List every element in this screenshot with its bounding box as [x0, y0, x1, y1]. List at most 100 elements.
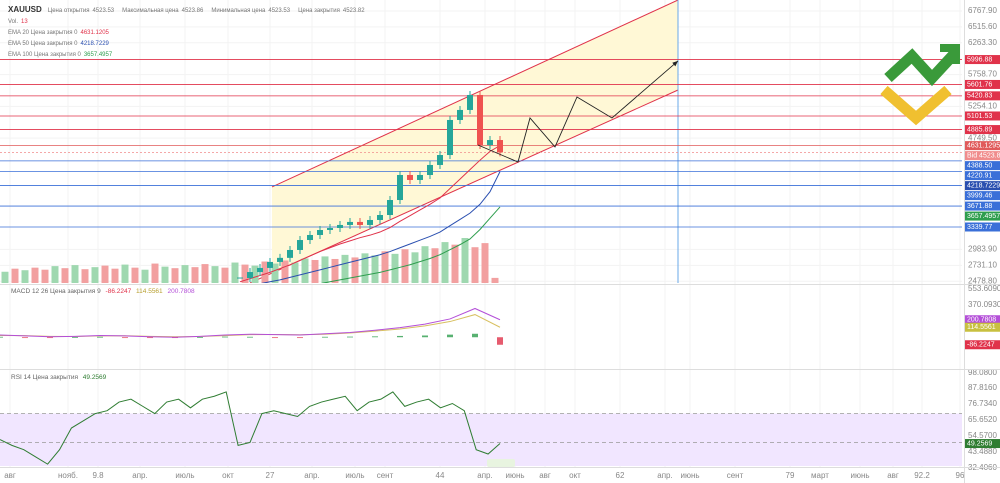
y-tick-label: 553.6090 — [968, 284, 1000, 293]
rsi-value-bg — [965, 439, 1000, 449]
y-tick-label: 6767.90 — [968, 6, 997, 15]
level-label: 3999.46 — [967, 192, 992, 199]
candle-body — [287, 249, 293, 258]
legend-row: EMA 50 Цена закрытия 0 4218.7229 — [8, 39, 373, 50]
volume-bar — [31, 267, 39, 283]
macd-line-value: 200.7808 — [167, 288, 195, 295]
ema-line — [260, 171, 501, 283]
volume-bar — [41, 269, 49, 283]
volume-bar — [441, 242, 449, 283]
volume-bar — [21, 270, 29, 283]
level-label-bg — [965, 55, 1000, 65]
level-label-bg — [965, 201, 1000, 211]
macd-value-label: -86.2247 — [967, 342, 995, 349]
candle-body — [307, 234, 313, 241]
macd-signal-value: 114.5561 — [136, 288, 163, 295]
field-value: 4523.53 — [268, 8, 291, 14]
x-tick-label: июль — [175, 471, 194, 480]
small-logo — [487, 459, 515, 467]
x-tick-label: июнь — [850, 471, 869, 480]
x-tick-label: 96 — [956, 471, 965, 480]
macd-histogram-bar — [247, 336, 253, 338]
volume-bar — [151, 263, 159, 283]
volume-bar — [411, 252, 419, 283]
rsi-value-label: 49.2569 — [967, 440, 992, 447]
volume-bar — [471, 247, 479, 283]
legend-row: Vol. 13 — [8, 17, 373, 28]
candle-body — [317, 230, 323, 235]
y-tick-label: 6515.60 — [968, 22, 997, 31]
volume-bar — [191, 267, 199, 283]
level-label-bg — [965, 79, 1000, 89]
candle-body — [247, 272, 253, 279]
volume-bar — [161, 266, 169, 283]
volume-bar — [351, 257, 359, 283]
candle-body — [257, 267, 263, 273]
y-tick-label: 65.6520 — [968, 415, 997, 424]
volume-bar — [461, 238, 469, 283]
volume-bar — [171, 268, 179, 283]
candle-body — [487, 140, 493, 145]
volume-bar — [81, 269, 89, 283]
candle-body — [457, 109, 463, 120]
macd-histogram-bar — [272, 337, 278, 339]
macd-hist-value: -86.2247 — [105, 288, 132, 295]
y-tick-label: 370.0930 — [968, 300, 1000, 309]
volume-bar — [101, 265, 109, 283]
candle-body — [427, 164, 433, 175]
level-label: 3657.4957 — [967, 213, 1000, 220]
volume-bar — [91, 267, 99, 283]
ema-name: EMA 20 Цена закрытия 0 — [8, 30, 78, 36]
level-label: 4631.1295 — [967, 142, 1000, 149]
macd-histogram-bar — [472, 333, 478, 338]
projection-path — [477, 60, 679, 163]
x-tick-label: сент — [727, 471, 744, 480]
volume-bar — [371, 255, 379, 283]
ema-name: EMA 50 Цена закрытия 0 — [8, 41, 78, 47]
legend: XAUUSD Цена открытия 4523.53 Максимальная ц… — [8, 4, 373, 61]
volume-bar — [211, 266, 219, 283]
rsi-title-text: RSI 14 Цена закрытия — [11, 374, 78, 381]
x-tick-label: 44 — [436, 471, 445, 480]
volume-bar — [281, 260, 289, 283]
level-label-bg — [965, 171, 1000, 181]
volume-bar — [321, 256, 329, 283]
y-tick-label: 2478.80 — [968, 276, 997, 285]
level-label-bg — [965, 211, 1000, 221]
level-label-bg — [965, 222, 1000, 232]
candle-body — [387, 200, 393, 216]
macd-value-label: 114.5561 — [967, 324, 996, 331]
x-tick-label: апр. — [304, 471, 319, 480]
macd-signal — [0, 314, 501, 338]
level-label: Bid 4523.82 — [967, 152, 1000, 159]
rsi-title: RSI 14 Цена закрытия 49.2569 — [8, 374, 106, 381]
x-tick-label: авг — [539, 471, 551, 480]
x-tick-label: нояб. — [58, 471, 78, 480]
field-value: 4523.86 — [181, 8, 204, 14]
ema-value: 3657.4957 — [83, 52, 113, 58]
macd-histogram-bar — [447, 334, 453, 338]
macd-histogram-bar — [197, 337, 203, 338]
volume-bar — [111, 268, 119, 283]
macd-value-label: 200.7808 — [967, 317, 996, 324]
ema-line — [239, 145, 501, 283]
macd-line — [0, 307, 501, 338]
macd-histogram-bar — [497, 337, 503, 345]
volume-bar — [221, 267, 229, 283]
level-label: 5420.83 — [967, 93, 992, 100]
y-tick-label: 2983.90 — [968, 245, 997, 254]
rsi-pane — [0, 391, 962, 466]
volume-bar — [481, 243, 489, 283]
volume-bar — [261, 261, 269, 283]
y-tick-label: 54.5700 — [968, 431, 997, 440]
candle-body — [477, 94, 483, 145]
macd-title-text: MACD 12 26 Цена закрытия 9 — [11, 288, 101, 295]
volume-bar — [51, 266, 59, 283]
volume-bar — [71, 265, 79, 283]
volume-name: Vol. — [8, 19, 19, 25]
level-label: 5101.53 — [967, 113, 992, 120]
level-label: 4220.91 — [967, 172, 992, 179]
level-label-bg — [965, 191, 1000, 201]
candle-body — [347, 221, 353, 225]
level-label-bg — [965, 125, 1000, 135]
